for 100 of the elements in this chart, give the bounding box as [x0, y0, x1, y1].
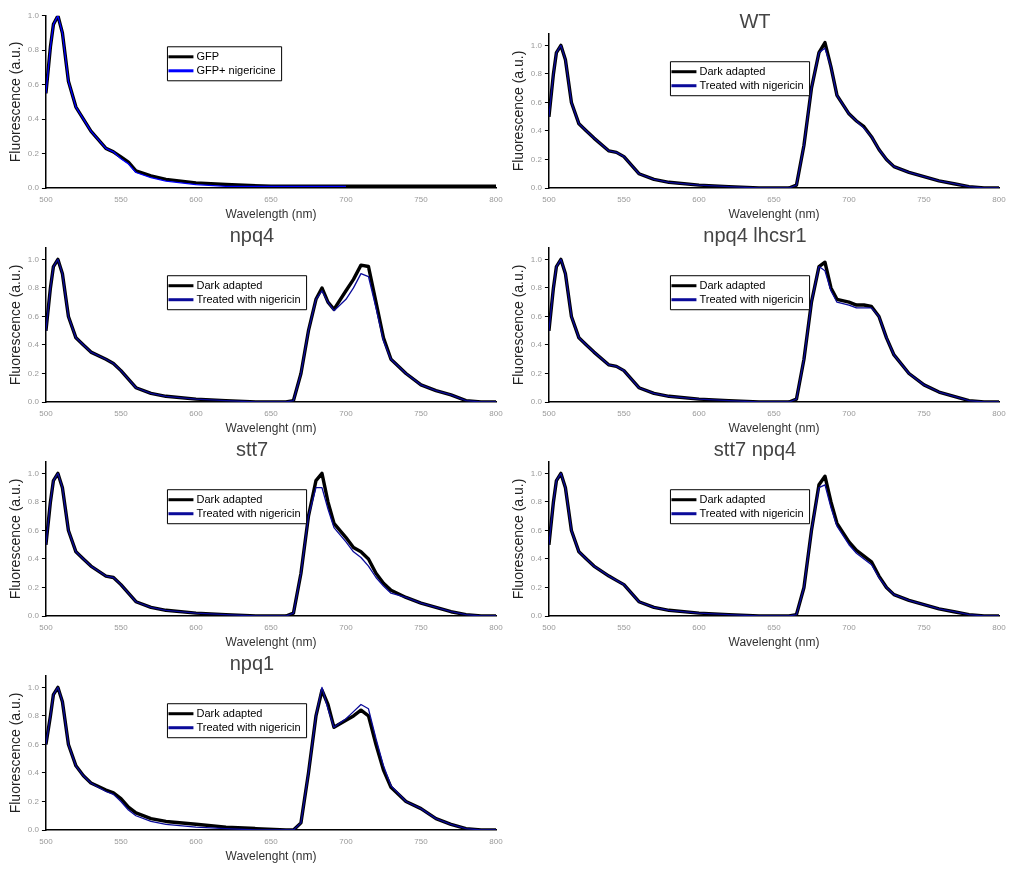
y-tick-label: 0.8: [530, 497, 543, 507]
y-tick-label: 0.6: [530, 525, 543, 535]
legend-label: Dark adapted: [699, 492, 766, 505]
x-tick-label: 500: [39, 195, 54, 204]
x-tick-label: 800: [489, 409, 504, 418]
x-tick-label: 650: [767, 195, 782, 204]
legend-label: Treated with nigericin: [699, 292, 804, 305]
y-tick-label: 0.8: [27, 497, 40, 507]
chart-title: npq1: [229, 651, 275, 674]
x-tick-label: 650: [264, 623, 279, 632]
y-axis-title: Fluorescence (a.u.): [510, 50, 527, 172]
y-tick-label: 0.0: [27, 397, 40, 407]
y-tick-label: 1.0: [27, 254, 40, 264]
y-tick-label: 1.0: [27, 11, 40, 20]
x-tick-label: 550: [617, 409, 632, 418]
y-tick-label: 1.0: [27, 468, 40, 478]
x-tick-label: 700: [842, 195, 857, 204]
x-tick-label: 600: [692, 623, 707, 632]
x-tick-label: 750: [917, 195, 932, 204]
legend-label: GFP: [196, 49, 220, 62]
x-tick-label: 600: [692, 195, 707, 204]
y-tick-label: 0.4: [530, 126, 543, 136]
y-tick-label: 0.4: [530, 340, 543, 350]
y-axis-title: Fluorescence (a.u.): [510, 478, 527, 600]
y-tick-label: 0.2: [530, 154, 543, 164]
legend-label: Treated with nigericin: [196, 720, 301, 733]
x-tick-label: 750: [414, 195, 429, 204]
legend-label: Dark adapted: [699, 64, 766, 77]
x-tick-label: 800: [992, 409, 1007, 418]
x-tick-label: 550: [114, 623, 129, 632]
x-tick-label: 750: [917, 409, 932, 418]
y-tick-label: 0.4: [27, 554, 40, 564]
x-tick-label: 800: [489, 837, 504, 846]
y-tick-label: 0.0: [27, 825, 40, 835]
y-tick-label: 1.0: [530, 40, 543, 50]
y-tick-label: 0.0: [530, 397, 543, 407]
x-axis-title: Wavelenght (nm): [225, 421, 317, 436]
x-tick-label: 750: [917, 623, 932, 632]
x-tick-label: 800: [489, 195, 504, 204]
x-tick-label: 550: [114, 195, 129, 204]
x-tick-label: 800: [992, 623, 1007, 632]
legend-label: Treated with nigericin: [196, 506, 301, 519]
y-tick-label: 0.2: [27, 148, 40, 158]
chart-title: npq4: [229, 223, 275, 246]
y-tick-label: 0.0: [27, 611, 40, 621]
legend-label: Treated with nigericin: [699, 506, 804, 519]
x-tick-label: 500: [542, 195, 557, 204]
chart-title: stt7 npq4: [713, 437, 797, 460]
y-tick-label: 0.2: [27, 582, 40, 592]
x-tick-label: 700: [339, 623, 354, 632]
x-axis-title: Wavelenght (nm): [225, 849, 317, 864]
legend-label: GFP+ nigericine: [196, 63, 276, 76]
x-tick-label: 700: [339, 837, 354, 846]
x-tick-label: 500: [542, 409, 557, 418]
x-tick-label: 550: [617, 195, 632, 204]
x-tick-label: 650: [264, 409, 279, 418]
y-tick-label: 0.6: [27, 525, 40, 535]
x-tick-label: 800: [489, 623, 504, 632]
legend-label: Treated with nigericin: [699, 78, 804, 91]
x-tick-label: 750: [414, 409, 429, 418]
chart-title: npq4 lhcsr1: [703, 223, 807, 246]
y-tick-label: 0.8: [27, 283, 40, 293]
x-tick-label: 500: [39, 623, 54, 632]
x-tick-label: 800: [992, 195, 1007, 204]
y-tick-label: 0.6: [530, 97, 543, 107]
x-tick-label: 650: [264, 195, 279, 204]
y-tick-label: 0.4: [27, 340, 40, 350]
x-tick-label: 500: [39, 409, 54, 418]
x-tick-label: 550: [617, 623, 632, 632]
y-tick-label: 0.2: [530, 582, 543, 592]
x-axis-title: Wavelenght (nm): [728, 421, 820, 436]
y-tick-label: 1.0: [530, 254, 543, 264]
y-tick-label: 0.8: [530, 283, 543, 293]
x-tick-label: 650: [264, 837, 279, 846]
y-tick-label: 0.2: [27, 368, 40, 378]
y-axis-title: Fluorescence (a.u.): [7, 41, 24, 163]
y-axis-title: Fluorescence (a.u.): [7, 264, 24, 386]
x-tick-label: 550: [114, 837, 129, 846]
legend-label: Dark adapted: [699, 278, 766, 291]
y-tick-label: 0.8: [530, 69, 543, 79]
chart-title: stt7: [235, 437, 269, 460]
y-tick-label: 1.0: [27, 682, 40, 692]
x-tick-label: 500: [542, 623, 557, 632]
x-tick-label: 600: [189, 409, 204, 418]
y-tick-label: 0.0: [530, 611, 543, 621]
y-tick-label: 0.0: [27, 183, 40, 193]
legend-label: Dark adapted: [196, 706, 263, 719]
y-axis-title: Fluorescence (a.u.): [510, 264, 527, 386]
x-axis-title: Wavelenght (nm): [225, 635, 317, 650]
y-tick-label: 0.4: [27, 114, 40, 124]
x-tick-label: 650: [767, 409, 782, 418]
y-axis-title: Fluorescence (a.u.): [7, 478, 24, 600]
x-tick-label: 600: [692, 409, 707, 418]
legend-label: Dark adapted: [196, 278, 263, 291]
legend-label: Treated with nigericin: [196, 292, 301, 305]
x-tick-label: 650: [767, 623, 782, 632]
x-axis-title: Wavelenght (nm): [728, 635, 820, 650]
x-tick-label: 700: [339, 409, 354, 418]
y-tick-label: 0.0: [530, 183, 543, 193]
x-tick-label: 700: [842, 409, 857, 418]
